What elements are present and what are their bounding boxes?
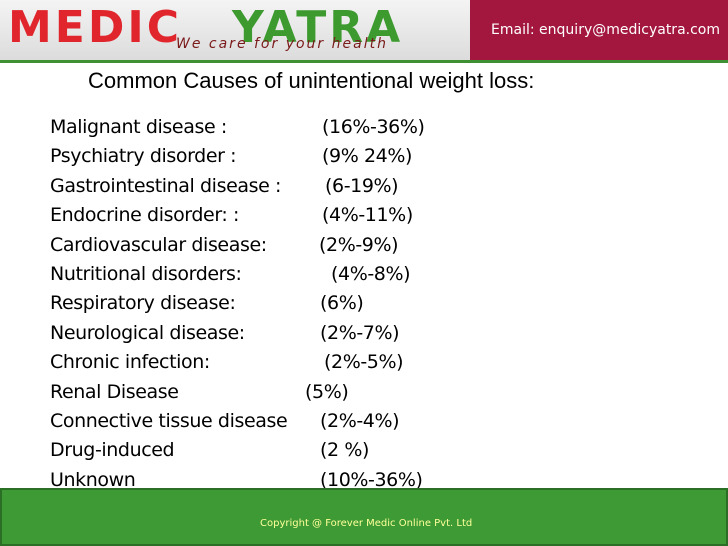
logo-text: YATRA [232,2,404,53]
cause-name: Drug-induced [50,439,175,462]
cause-name: Endocrine disorder: : [50,204,240,227]
cause-name: Psychiatry disorder : [50,145,237,168]
logo: MEDIC YATRA We care for your health [0,0,470,60]
cause-name: Chronic infection: [50,351,210,374]
email: Email: enquiry@medicyatra.com [491,22,720,38]
cause-name: Respiratory disease: [50,292,236,315]
logo-text: MEDIC [8,2,183,53]
copyright: Copyright @ Forever Medic Online Pvt. Lt… [260,518,473,529]
cause-name: Renal Disease [50,380,179,403]
title: Common Causes of unintentional weight lo… [88,68,535,93]
cause-range: (4%-11%) [322,204,413,227]
cause-name: Unknown [50,468,136,491]
cause-range: (6%) [320,292,364,315]
cause-range: (9% 24%) [322,145,413,168]
footer: Copyright @ Forever Medic Online Pvt. Lt… [0,488,728,546]
cause-range: (2%-5%) [324,351,404,374]
tagline: We care for your health [176,36,388,52]
cause-range: (2 %) [320,439,370,462]
cause-range: (2%-7%) [320,321,400,344]
cause-name: Gastrointestinal disease : [50,174,282,197]
cause-range: (2%-4%) [320,410,400,432]
header: MEDIC YATRA We care for your health Emai… [0,0,728,63]
cause-name: Malignant disease : [50,116,227,138]
cause-name: Neurological disease: [50,321,245,344]
cause-name: Cardiovascular disease: [50,233,267,256]
cause-range: (16%-36%) [322,116,425,138]
cause-name: Connective tissue disease [50,410,288,432]
cause-name: Nutritional disorders: [50,263,242,285]
cause-range: (2%-9%) [319,233,399,256]
cause-range: (5%) [305,380,349,403]
cause-range: (4%-8%) [331,263,411,285]
cause-range: (10%-36%) [320,468,423,491]
cause-range: (6-19%) [325,174,399,197]
